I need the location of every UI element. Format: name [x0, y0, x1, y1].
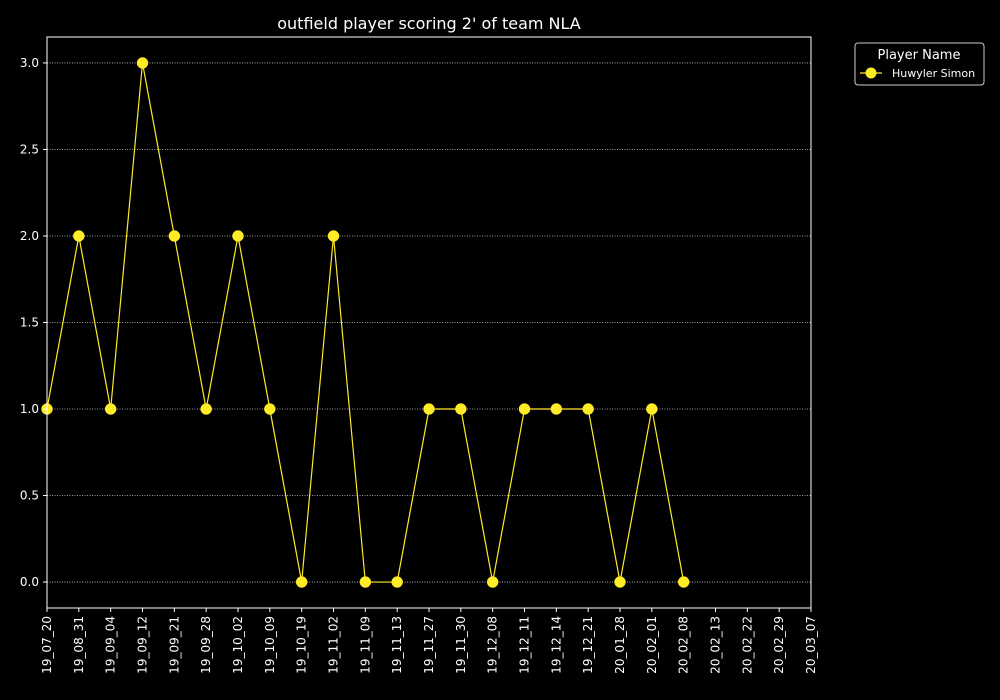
x-tick-label: 19_09_12 — [136, 616, 150, 674]
data-point — [582, 403, 594, 415]
x-tick-label: 19_12_21 — [581, 616, 595, 674]
chart-title: outfield player scoring 2' of team NLA — [277, 14, 581, 33]
data-point — [264, 403, 276, 415]
data-point — [518, 403, 531, 415]
data-point — [232, 230, 244, 242]
y-tick-label: 1.0 — [20, 402, 39, 416]
x-tick-label: 19_09_21 — [167, 616, 181, 674]
y-tick-label: 2.5 — [20, 142, 39, 156]
x-tick-label: 19_11_02 — [327, 616, 341, 674]
x-tick-label: 19_08_31 — [72, 616, 86, 674]
series-layer — [41, 57, 690, 588]
y-tick-label: 2.0 — [20, 229, 39, 243]
legend-marker-swatch — [865, 67, 877, 79]
data-point — [327, 230, 340, 242]
data-point — [455, 403, 467, 415]
x-tick-label: 19_09_04 — [104, 616, 118, 674]
x-tick-label: 19_12_14 — [549, 616, 563, 674]
data-point — [168, 230, 181, 242]
x-tick-label: 19_11_13 — [390, 616, 404, 674]
legend-title: Player Name — [878, 48, 961, 63]
legend: Player Name Huwyler Simon — [854, 42, 985, 86]
x-tick-label: 19_07_20 — [40, 616, 54, 674]
y-tick-label: 0.0 — [20, 575, 39, 589]
data-point — [677, 576, 690, 588]
x-tick-label: 19_12_08 — [486, 616, 500, 674]
data-point — [359, 576, 372, 588]
y-axis: 0.0 0.5 1.0 1.5 2.0 2.5 3.0 — [20, 56, 47, 589]
data-point — [391, 576, 403, 588]
x-tick-label: 19_09_28 — [199, 616, 213, 674]
data-point — [136, 57, 149, 69]
x-tick-label: 20_02_01 — [645, 616, 659, 674]
x-tick-label: 19_11_30 — [454, 616, 468, 674]
data-point — [104, 403, 117, 415]
x-tick-label: 19_10_19 — [295, 616, 309, 674]
data-point — [486, 576, 499, 588]
x-tick-label: 20_03_07 — [804, 616, 818, 674]
x-tick-label: 19_11_27 — [422, 616, 436, 674]
data-point — [295, 576, 308, 588]
data-point — [614, 576, 626, 588]
x-tick-label: 19_12_11 — [518, 616, 532, 674]
x-tick-label: 20_02_29 — [772, 616, 786, 674]
data-point — [73, 230, 85, 242]
x-axis: 19_07_20 19_08_31 19_09_04 19_09_12 19_09_21… — [40, 608, 818, 674]
x-tick-label: 19_10_02 — [231, 616, 245, 674]
y-tick-label: 1.5 — [20, 316, 39, 330]
data-point — [200, 403, 212, 415]
data-point — [423, 403, 435, 415]
data-point — [550, 403, 563, 415]
legend-box — [854, 42, 985, 86]
x-tick-label: 20_02_08 — [677, 616, 691, 674]
data-point — [646, 403, 658, 415]
y-tick-label: 3.0 — [20, 56, 39, 70]
legend-entry-label: Huwyler Simon — [892, 67, 975, 80]
x-tick-label: 19_10_09 — [263, 616, 277, 674]
x-tick-label: 20_02_22 — [740, 616, 754, 674]
x-tick-label: 19_11_09 — [358, 616, 372, 674]
y-tick-label: 0.5 — [20, 489, 39, 503]
x-tick-label: 20_01_28 — [613, 616, 627, 674]
x-tick-label: 20_02_13 — [709, 616, 723, 674]
